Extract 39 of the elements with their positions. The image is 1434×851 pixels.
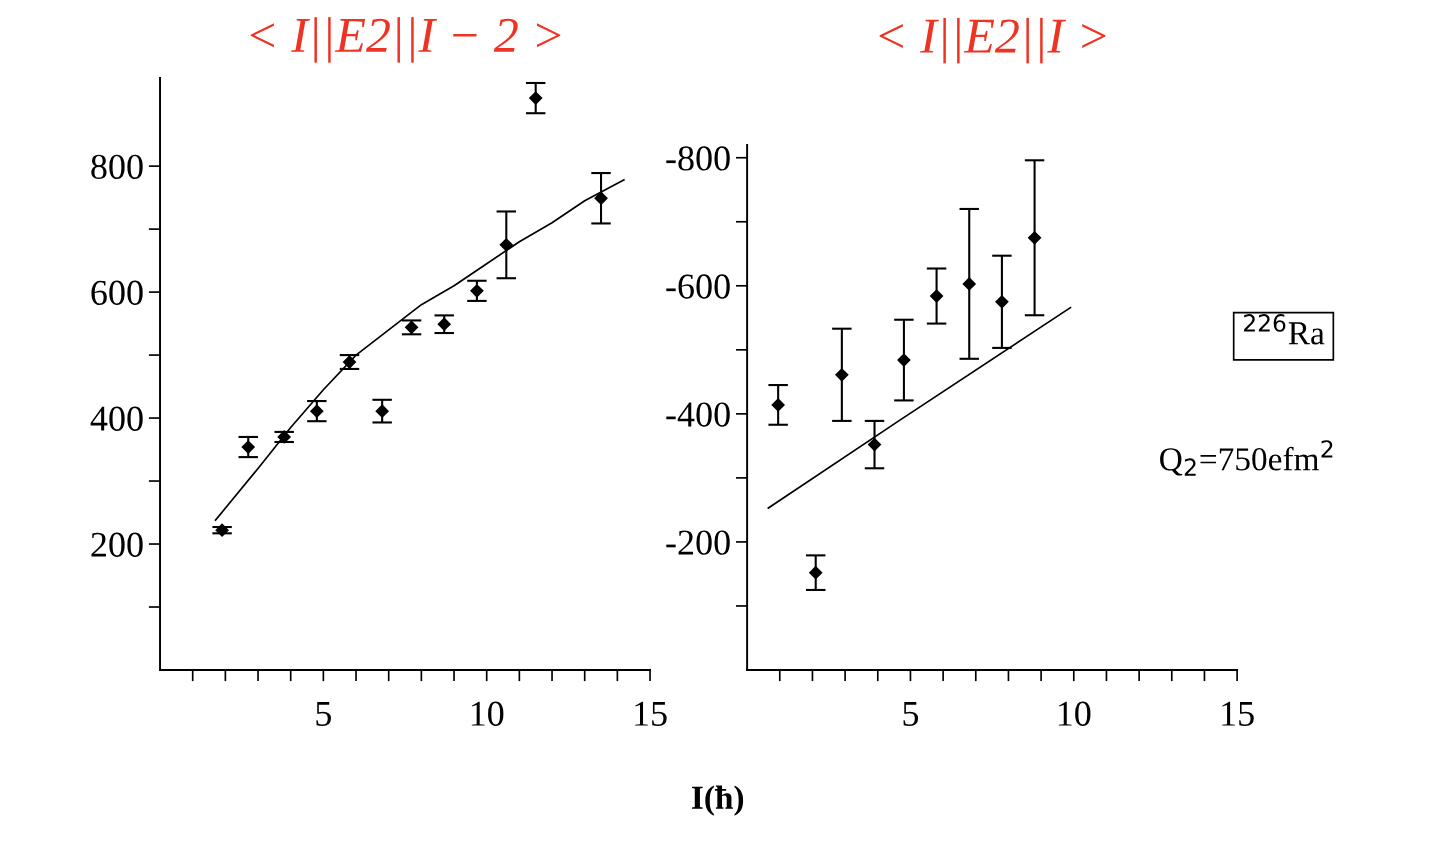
y-tick-label: -600 [666, 274, 730, 299]
point [499, 238, 513, 252]
x-tick-label: 10 [1058, 701, 1091, 726]
y-tick-label: 200 [91, 532, 143, 557]
point [867, 438, 882, 452]
x-tick-label: 15 [1222, 701, 1254, 726]
point [241, 440, 255, 454]
chart-title: < I||E2||I > [879, 17, 1106, 64]
point [215, 523, 229, 537]
point [342, 355, 357, 369]
y-tick-label: 400 [90, 406, 143, 431]
point [929, 289, 944, 303]
point [897, 353, 911, 367]
text: $^{226}$Ra [1244, 314, 1325, 345]
point [310, 404, 324, 418]
point [594, 191, 608, 205]
y-tick-label: 800 [91, 154, 143, 180]
x-axis-title: I(ħ) [691, 785, 744, 816]
x-tick-label: 10 [471, 701, 504, 726]
x-tick-label: 15 [635, 701, 667, 726]
point [1027, 231, 1042, 245]
y-tick-label: -200 [666, 530, 730, 555]
x-tick-label: 5 [316, 701, 331, 726]
y-tick-label: 600 [91, 280, 143, 305]
point [771, 398, 785, 412]
point [995, 295, 1009, 309]
annotation: Q$_{2}$=750efm$^{2}$ [1160, 440, 1333, 476]
point [809, 566, 823, 580]
point [529, 91, 543, 105]
x-tick-label: 5 [903, 701, 919, 726]
point [277, 430, 291, 444]
chart-title: < I||E2||I − 2 > [250, 17, 561, 63]
point [375, 404, 389, 418]
point [962, 277, 976, 291]
point [835, 368, 849, 382]
point [404, 320, 419, 334]
y-tick-label: -800 [666, 146, 730, 171]
point [470, 284, 484, 298]
y-tick-label: -400 [666, 402, 730, 427]
